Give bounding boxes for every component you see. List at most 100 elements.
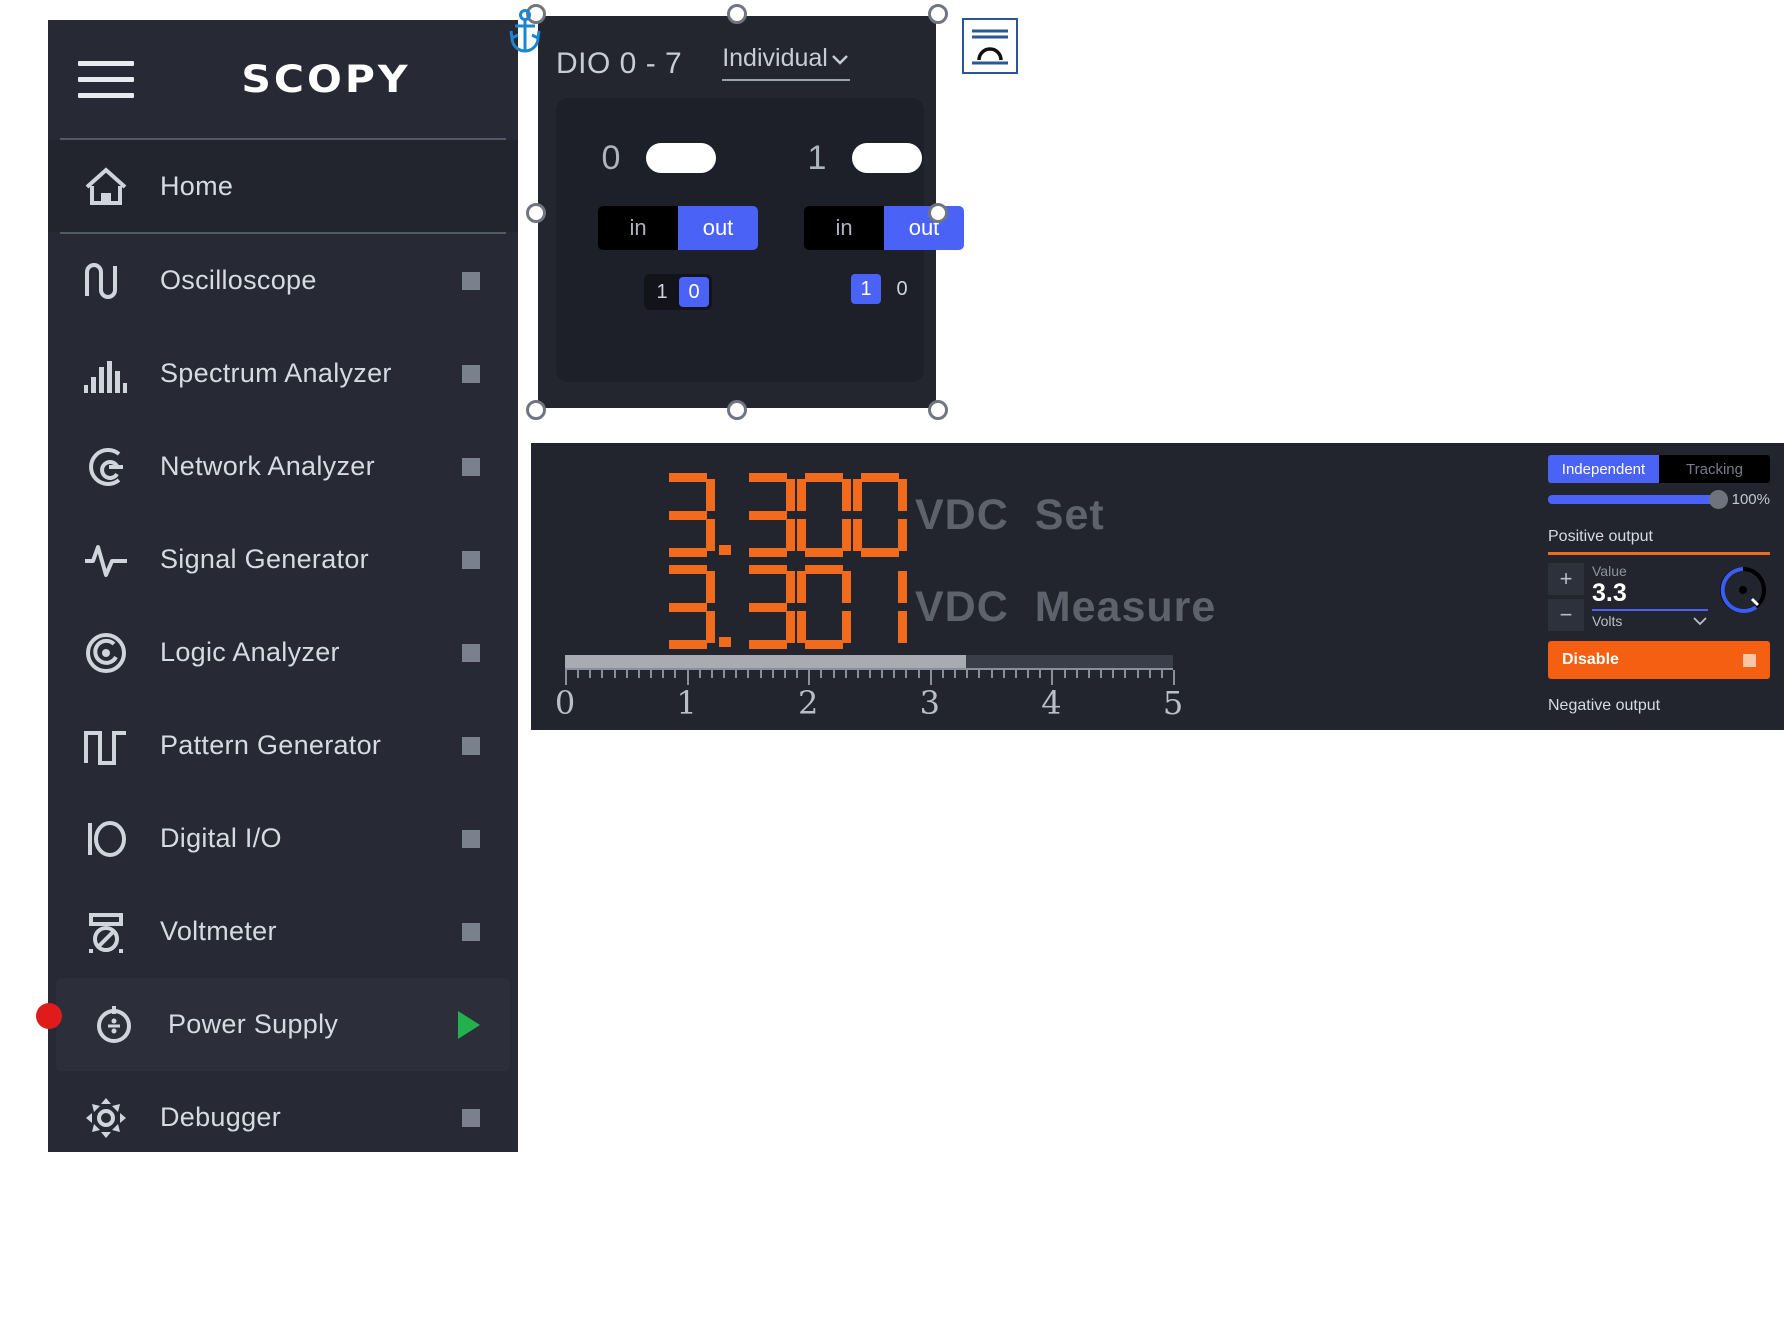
status-square-icon xyxy=(462,364,480,383)
status-square-icon xyxy=(462,550,480,569)
scale-tick-minor xyxy=(601,670,604,678)
psu-value-input[interactable]: 3.3 xyxy=(1592,579,1708,611)
scale-tick-minor xyxy=(747,670,750,678)
psu-unit-dropdown[interactable]: Volts xyxy=(1592,613,1708,629)
dio-channel-1-out-button[interactable]: out xyxy=(884,206,964,250)
psu-measure-label: Measure xyxy=(1034,582,1217,631)
scale-tick-minor xyxy=(1075,670,1078,678)
dio-channel-1-toggle[interactable] xyxy=(852,143,922,173)
dio-channel-1-direction[interactable]: in out xyxy=(804,206,964,250)
scale-tick-minor xyxy=(710,670,713,678)
dio-channel-0-header: 0 xyxy=(598,136,758,180)
dio-channel-0-bit-group: 1 0 xyxy=(644,274,712,310)
psu-measure-readout: VDC Measure 3.301 xyxy=(661,565,1216,649)
dio-header: DIO 0 - 7 Individual xyxy=(538,16,936,81)
decrement-button[interactable]: − xyxy=(1548,599,1584,631)
psu-positive-controls: + − Value 3.3 Volts xyxy=(1548,563,1770,631)
scale-tick-minor xyxy=(625,670,628,678)
dio-channel-0-bit-0[interactable]: 0 xyxy=(679,277,709,307)
scale-tick-minor xyxy=(1100,670,1103,678)
scale-tick-minor xyxy=(577,670,580,678)
rotary-knob-icon[interactable] xyxy=(1716,563,1770,617)
scale-tick-minor xyxy=(832,670,835,678)
dio-channel-1-bit-group: 1 0 xyxy=(851,274,917,304)
power-supply-icon xyxy=(88,999,140,1051)
dio-channel-0-number: 0 xyxy=(601,138,621,177)
resize-handle-s[interactable] xyxy=(727,400,747,420)
dio-channel-0-toggle[interactable] xyxy=(646,143,716,173)
sidebar-item-logic-analyzer[interactable]: Logic Analyzer xyxy=(48,606,518,699)
chevron-down-icon xyxy=(1692,613,1708,629)
scale-tick-label: 3 xyxy=(919,684,940,722)
dio-channel-1-bit-1[interactable]: 1 xyxy=(851,274,881,304)
dio-channel-0-in-button[interactable]: in xyxy=(598,206,678,250)
psu-mode-tabs[interactable]: Independent Tracking xyxy=(1548,455,1770,483)
sidebar-item-label: Signal Generator xyxy=(160,544,369,574)
scale-tick-minor xyxy=(978,670,981,678)
sidebar-item-network-analyzer[interactable]: Network Analyzer xyxy=(48,420,518,513)
dio-channel-0-direction[interactable]: in out xyxy=(598,206,758,250)
power-supply-readout: VDC Set 3.300 VDC Measure 3.301 xyxy=(531,443,1534,730)
scale-tick-label: 1 xyxy=(676,684,697,722)
scale-tick-minor xyxy=(990,670,993,678)
sidebar-item-debugger[interactable]: Debugger xyxy=(48,1071,518,1152)
psu-measure-value xyxy=(661,565,907,649)
dio-channel-0-bits: 1 0 xyxy=(598,274,758,310)
sidebar-header: SCOPY xyxy=(48,20,518,138)
sidebar-item-digital-io[interactable]: Digital I/O xyxy=(48,792,518,885)
dio-channel-0-out-button[interactable]: out xyxy=(678,206,758,250)
seven-seg-digit xyxy=(797,473,851,557)
dio-channel-1-in-button[interactable]: in xyxy=(804,206,884,250)
hamburger-icon[interactable] xyxy=(78,60,134,98)
sidebar-item-pattern-generator[interactable]: Pattern Generator xyxy=(48,699,518,792)
tab-independent[interactable]: Independent xyxy=(1548,455,1659,483)
increment-button[interactable]: + xyxy=(1548,563,1584,595)
resize-handle-nw[interactable] xyxy=(526,4,546,24)
psu-slider-row: 100% xyxy=(1548,490,1770,509)
psu-set-readout: VDC Set 3.300 xyxy=(661,473,1105,557)
scale-tick-minor xyxy=(893,670,896,678)
dio-channel-0-bit-1[interactable]: 1 xyxy=(656,280,668,303)
sidebar-item-label: Power Supply xyxy=(168,1009,339,1039)
sidebar-item-signal-generator[interactable]: Signal Generator xyxy=(48,513,518,606)
scale-tick-minor xyxy=(783,670,786,678)
dio-mode-dropdown[interactable]: Individual xyxy=(722,44,850,81)
resize-handle-se[interactable] xyxy=(928,400,948,420)
pattern-generator-icon xyxy=(80,720,132,772)
resize-handle-ne[interactable] xyxy=(928,4,948,24)
sidebar: SCOPY Home Oscilloscope xyxy=(48,20,518,1152)
chevron-down-icon xyxy=(830,44,850,73)
psu-disable-button[interactable]: Disable xyxy=(1548,641,1770,679)
sidebar-item-oscilloscope[interactable]: Oscilloscope xyxy=(48,234,518,327)
sidebar-item-label: Home xyxy=(160,170,234,201)
status-square-icon xyxy=(462,457,480,476)
running-status-dot xyxy=(36,1003,62,1029)
run-play-icon[interactable] xyxy=(458,1010,480,1039)
resize-handle-e[interactable] xyxy=(928,203,948,223)
resize-handle-w[interactable] xyxy=(526,203,546,223)
sidebar-item-voltmeter[interactable]: Voltmeter xyxy=(48,885,518,978)
sidebar-item-spectrum-analyzer[interactable]: Spectrum Analyzer xyxy=(48,327,518,420)
dio-channel-1-bit-0[interactable]: 0 xyxy=(896,277,908,300)
seven-seg-digit xyxy=(661,473,715,557)
status-square-icon xyxy=(462,829,480,848)
slider-knob[interactable] xyxy=(1708,490,1728,509)
scale-tick-label: 2 xyxy=(798,684,819,722)
resize-handle-sw[interactable] xyxy=(526,400,546,420)
sidebar-item-home[interactable]: Home xyxy=(48,140,518,232)
psu-percent-slider[interactable] xyxy=(1548,490,1728,509)
scale-tick-minor xyxy=(844,670,847,678)
sidebar-item-power-supply[interactable]: Power Supply xyxy=(56,978,510,1071)
anchor-icon[interactable] xyxy=(508,8,542,63)
status-square-icon xyxy=(462,1108,480,1127)
resize-handle-n[interactable] xyxy=(727,4,747,24)
psu-negative-output-heading: Negative output xyxy=(1548,697,1661,714)
dio-widget-selected[interactable]: DIO 0 - 7 Individual 0 xyxy=(526,4,964,420)
oscilloscope-icon xyxy=(80,255,132,307)
seven-seg-dot xyxy=(717,473,739,557)
sidebar-item-label: Logic Analyzer xyxy=(160,637,340,667)
seven-seg-digit xyxy=(853,473,907,557)
picture-position-icon[interactable] xyxy=(962,18,1018,74)
scale-tick-minor xyxy=(869,670,871,678)
tab-tracking[interactable]: Tracking xyxy=(1659,455,1770,483)
